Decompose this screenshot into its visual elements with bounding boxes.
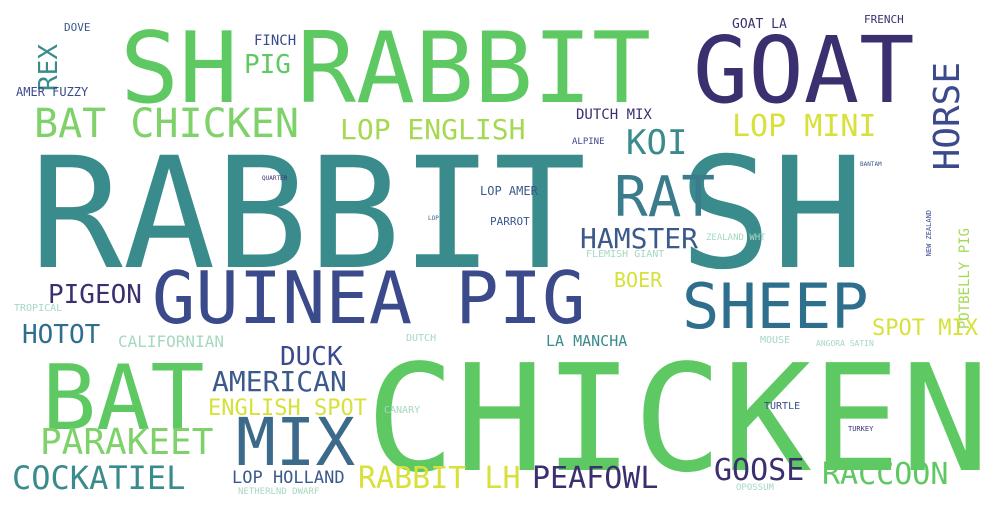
word-angora-satin: ANGORA SATIN: [816, 339, 874, 348]
word-peafowl: PEAFOWL: [532, 461, 659, 496]
word-hotot: HOTOT: [22, 320, 101, 350]
word-turkey: TURKEY: [848, 425, 874, 433]
word-amer-fuzzy: AMER FUZZY: [16, 85, 89, 99]
word-koi: KOI: [626, 123, 688, 163]
word-la-mancha: LA MANCHA: [546, 332, 628, 350]
word-potbelly-pig: POTBELLY PIG: [957, 228, 973, 330]
word-opossum: OPOSSUM: [736, 483, 774, 493]
word-new-zealand: NEW ZEALAND: [925, 210, 933, 257]
word-bat: BAT: [42, 346, 205, 451]
word-mix: MIX: [236, 404, 356, 481]
word-bat-chicken: BAT CHICKEN: [34, 101, 299, 147]
word-rat: RAT: [614, 165, 716, 230]
word-goat-la: GOAT LA: [732, 17, 787, 32]
word-rabbit-sh: RABBIT SH: [30, 125, 865, 304]
word-alpine: ALPINE: [572, 137, 605, 147]
word-finch: FINCH: [254, 33, 297, 49]
word-californian: CALIFORNIAN: [118, 332, 224, 351]
word-quarter: QUARTER: [262, 175, 288, 182]
word-lop-amer: LOP AMER: [480, 184, 538, 198]
word-french: FRENCH: [864, 13, 904, 26]
word-hamster: HAMSTER: [580, 222, 699, 255]
word-goat: GOAT: [693, 17, 915, 124]
word-chicken: CHICKEN: [366, 333, 990, 505]
word-pigeon: PIGEON: [48, 280, 142, 310]
word-sheep: SHEEP: [682, 270, 869, 343]
word-rabbit-lh: RABBIT LH: [358, 461, 521, 496]
word-bantam: BANTAM: [860, 161, 882, 168]
word-tropical: TROPICAL: [14, 303, 63, 314]
word-goose: GOOSE: [714, 453, 805, 488]
word-boer: BOER: [614, 268, 663, 292]
word-sh-rabbit: SH RABBIT: [120, 12, 652, 126]
word-english-spot: ENGLISH SPOT: [208, 396, 367, 421]
word-turtle: TURTLE: [764, 401, 801, 412]
word-spot-mix: SPOT MIX: [872, 316, 978, 341]
word-rex: REX: [34, 44, 64, 91]
word-dutch-mix: DUTCH MIX: [576, 107, 652, 123]
word-lop: LOP: [428, 215, 439, 222]
word-duck: DUCK: [280, 342, 343, 372]
word-pig: PIG: [244, 50, 291, 80]
word-zealand-wht: ZEALAND WHT: [706, 233, 766, 243]
word-flemish-giant: FLEMISH GIANT: [586, 249, 665, 260]
word-lop-holland: LOP HOLLAND: [232, 468, 345, 488]
word-dove: DOVE: [64, 21, 91, 34]
word-netherlnd-dwarf: NETHERLND DWARF: [238, 487, 320, 497]
word-parrot: PARROT: [490, 215, 530, 228]
word-canary: CANARY: [384, 405, 421, 416]
word-cockatiel: COCKATIEL: [12, 459, 186, 497]
word-parakeet: PARAKEET: [40, 422, 214, 463]
word-guinea-pig: GUINEA PIG: [152, 256, 586, 340]
word-american: AMERICAN: [212, 365, 347, 398]
word-lop-english: LOP ENGLISH: [340, 113, 526, 146]
word-horse: HORSE: [927, 62, 968, 171]
word-raccoon: RACCOON: [822, 457, 949, 492]
word-dutch: DUTCH: [406, 333, 437, 344]
word-mouse: MOUSE: [760, 335, 791, 346]
word-lop-mini: LOP MINI: [732, 109, 877, 144]
